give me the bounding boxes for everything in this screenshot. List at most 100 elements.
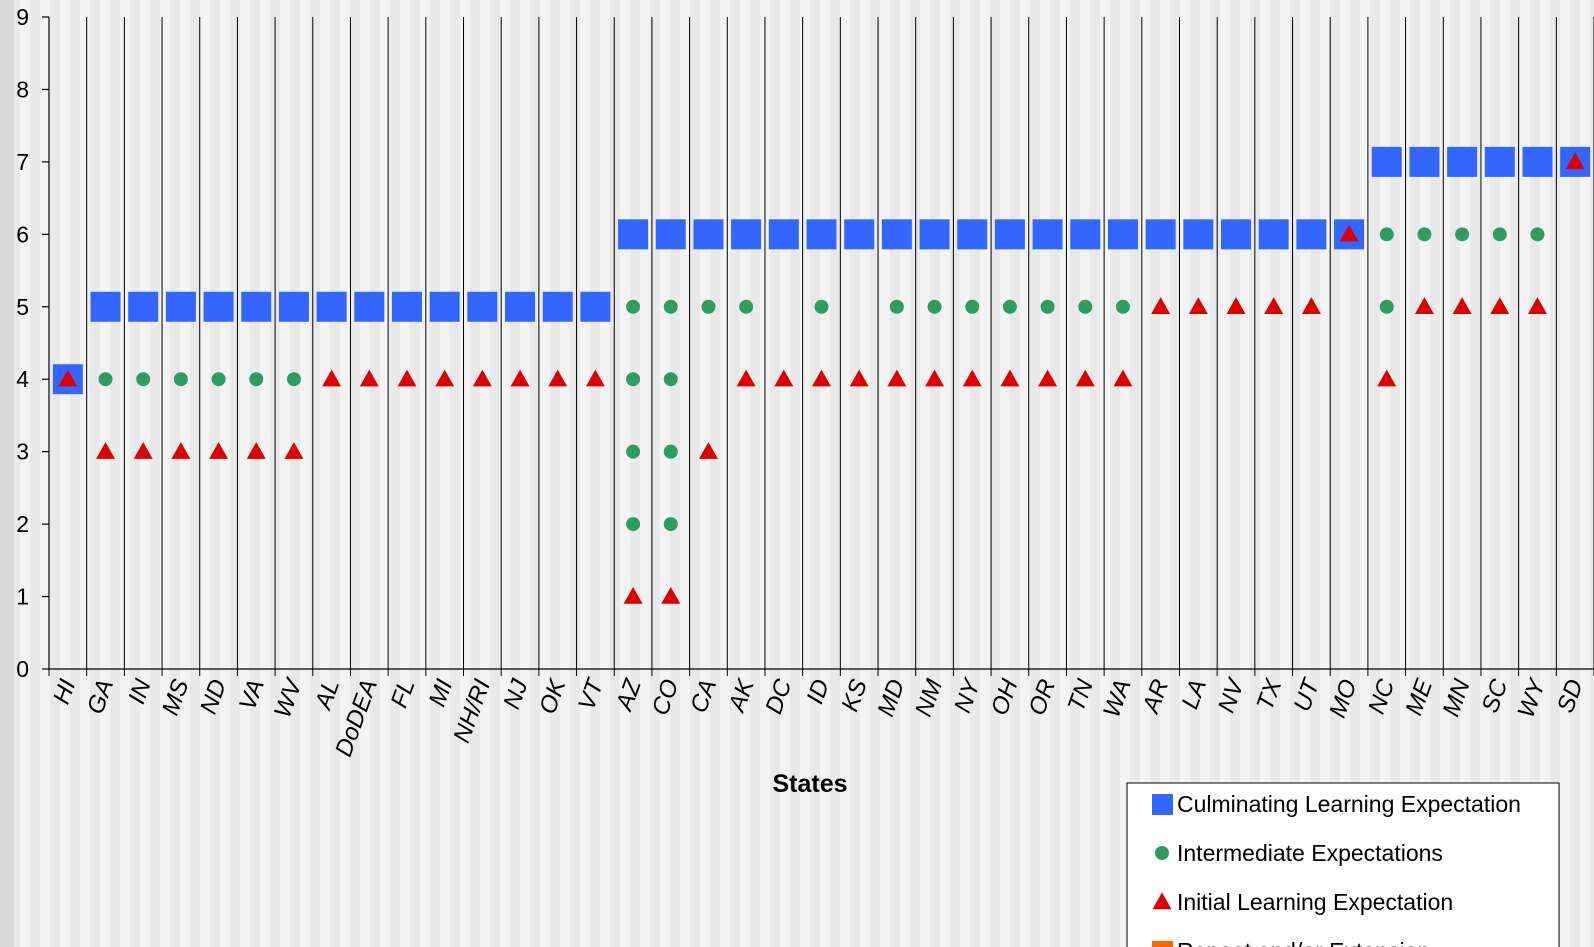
data-point-triangle bbox=[1226, 297, 1246, 314]
legend: Culminating Learning Expectation Intermed… bbox=[1126, 782, 1560, 947]
data-point-square bbox=[1070, 219, 1101, 250]
x-tick-label: WV bbox=[269, 674, 308, 721]
data-point-triangle bbox=[472, 369, 492, 387]
data-point-square bbox=[278, 291, 309, 322]
data-point-triangle bbox=[1151, 297, 1171, 314]
data-point-square bbox=[1409, 146, 1440, 177]
data-point-triangle bbox=[962, 369, 982, 387]
data-point-circle bbox=[1379, 227, 1394, 242]
data-point-triangle bbox=[1452, 297, 1472, 314]
data-point-triangle bbox=[1339, 224, 1359, 242]
x-tick-label: AK bbox=[723, 675, 760, 717]
data-point-square bbox=[1484, 146, 1515, 177]
legend-swatch bbox=[1152, 892, 1172, 910]
x-tick-label: IN bbox=[123, 675, 157, 707]
data-point-triangle bbox=[1565, 152, 1585, 170]
legend-item: Intermediate Expectations bbox=[1155, 840, 1443, 866]
data-point-circle bbox=[626, 517, 641, 532]
x-tick-label: OK bbox=[534, 675, 572, 718]
data-point-circle bbox=[211, 372, 226, 387]
data-point-circle bbox=[663, 517, 678, 532]
x-tick-label: VT bbox=[573, 674, 610, 714]
data-point-square bbox=[542, 291, 573, 322]
data-point-square bbox=[241, 291, 272, 322]
data-point-square bbox=[655, 219, 686, 250]
x-tick-label: GA bbox=[82, 676, 119, 718]
y-tick-label: 3 bbox=[16, 439, 29, 465]
data-point-triangle bbox=[209, 442, 229, 459]
data-point-square bbox=[844, 219, 875, 250]
data-point-square bbox=[618, 219, 649, 250]
series-1 bbox=[98, 227, 1545, 532]
data-point-square bbox=[580, 291, 611, 322]
data-point-circle bbox=[1115, 299, 1130, 314]
data-point-triangle bbox=[1490, 297, 1510, 314]
legend-item: Culminating Learning Expectation bbox=[1152, 791, 1521, 817]
data-point-triangle bbox=[925, 369, 945, 387]
data-point-square bbox=[731, 219, 762, 250]
x-tick-label: VA bbox=[234, 676, 270, 714]
y-tick-labels: 0 1 2 3 4 5 6 7 8 9 bbox=[16, 4, 29, 682]
data-point-triangle bbox=[1377, 369, 1397, 387]
x-tick-label: NC bbox=[1363, 675, 1400, 717]
data-point-triangle bbox=[736, 369, 756, 387]
data-point-triangle bbox=[246, 442, 266, 459]
data-point-square bbox=[1107, 219, 1138, 250]
data-point-square bbox=[1221, 219, 1252, 250]
data-point-triangle bbox=[1075, 369, 1095, 387]
data-point-triangle bbox=[1527, 297, 1547, 314]
data-point-circle bbox=[927, 299, 942, 314]
data-point-square bbox=[1145, 219, 1176, 250]
data-point-triangle bbox=[698, 442, 718, 459]
x-tick-label: UT bbox=[1289, 674, 1326, 715]
y-tick-label: 0 bbox=[16, 656, 29, 682]
data-point-triangle bbox=[171, 442, 191, 459]
data-point-triangle bbox=[1264, 297, 1284, 314]
x-tick-label: FL bbox=[386, 676, 421, 712]
data-point-triangle bbox=[133, 442, 153, 459]
x-tick-label: TX bbox=[1251, 675, 1287, 714]
x-tick-label: MO bbox=[1324, 676, 1363, 722]
x-tick-label: MI bbox=[424, 676, 459, 711]
data-point-square bbox=[1296, 219, 1327, 250]
data-point-triangle bbox=[887, 369, 907, 387]
data-point-circle bbox=[814, 299, 829, 314]
data-marks bbox=[52, 146, 1591, 604]
data-point-circle bbox=[1492, 227, 1507, 242]
data-point-triangle bbox=[96, 442, 116, 459]
x-tick-label: CA bbox=[685, 676, 722, 717]
data-point-square bbox=[768, 219, 799, 250]
data-point-triangle bbox=[435, 369, 455, 387]
legend-swatch bbox=[1152, 941, 1173, 947]
y-tick-label: 9 bbox=[16, 4, 29, 30]
data-point-circle bbox=[1078, 299, 1093, 314]
data-point-square bbox=[203, 291, 234, 322]
data-point-triangle bbox=[397, 369, 417, 387]
data-point-circle bbox=[1455, 227, 1470, 242]
data-point-square bbox=[90, 291, 121, 322]
data-point-triangle bbox=[1038, 369, 1058, 387]
data-point-square bbox=[957, 219, 988, 250]
data-point-circle bbox=[98, 372, 113, 387]
data-point-square bbox=[128, 291, 159, 322]
x-tick-label: AR bbox=[1137, 676, 1174, 718]
data-point-triangle bbox=[359, 369, 379, 387]
y-tick-label: 5 bbox=[16, 294, 29, 320]
data-point-circle bbox=[1040, 299, 1055, 314]
data-point-square bbox=[1032, 219, 1063, 250]
x-tick-label: HI bbox=[48, 676, 82, 708]
x-tick-label: TN bbox=[1063, 675, 1100, 715]
data-point-circle bbox=[1002, 299, 1017, 314]
legend-label: Culminating Learning Expectation bbox=[1177, 791, 1521, 817]
x-tick-label: DC bbox=[760, 675, 797, 717]
data-point-circle bbox=[1530, 227, 1545, 242]
data-point-square bbox=[1522, 146, 1553, 177]
legend-box bbox=[1126, 782, 1560, 947]
x-tick-label: MS bbox=[157, 676, 195, 719]
data-point-circle bbox=[286, 372, 301, 387]
data-point-circle bbox=[626, 444, 641, 459]
data-point-square bbox=[1371, 146, 1402, 177]
x-tick-label: ND bbox=[195, 676, 232, 718]
data-point-circle bbox=[965, 299, 980, 314]
